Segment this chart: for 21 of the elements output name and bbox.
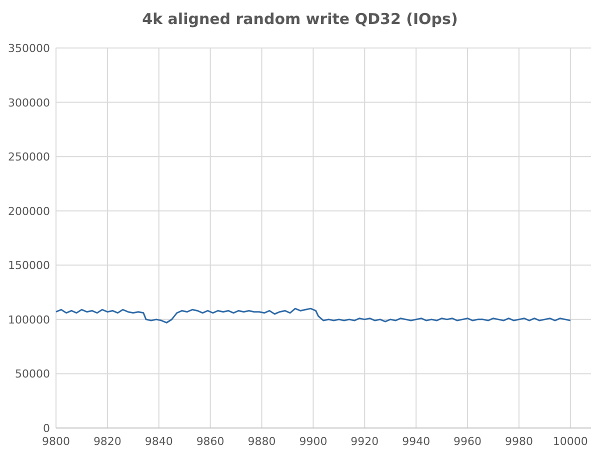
line-series xyxy=(55,308,572,324)
y-tick-label: 0 xyxy=(43,422,50,435)
x-tick-label: 10000 xyxy=(552,435,588,448)
x-tick-label: 9880 xyxy=(248,435,276,448)
x-tick-label: 9820 xyxy=(93,435,122,448)
x-tick-label: 9800 xyxy=(42,435,70,448)
y-tick-label: 300000 xyxy=(8,96,50,110)
x-tick-label: 9980 xyxy=(504,435,533,448)
x-tick-label: 9900 xyxy=(299,435,328,448)
y-tick-label: 100000 xyxy=(8,313,50,326)
y-tick-label: 200000 xyxy=(8,204,50,218)
x-tick-label: 9860 xyxy=(196,435,224,448)
x-tick-label: 9840 xyxy=(144,435,173,448)
x-tick-label: 9920 xyxy=(350,435,379,448)
y-tick-label: 50000 xyxy=(15,368,50,381)
y-tick-label: 150000 xyxy=(8,259,50,272)
y-tick-label: 350000 xyxy=(8,42,50,55)
y-tick-label: 250000 xyxy=(8,150,50,164)
chart-title: 4k aligned random write QD32 (IOps) xyxy=(142,10,458,28)
x-tick-label: 9960 xyxy=(454,435,482,448)
x-tick-label: 9940 xyxy=(402,435,430,448)
